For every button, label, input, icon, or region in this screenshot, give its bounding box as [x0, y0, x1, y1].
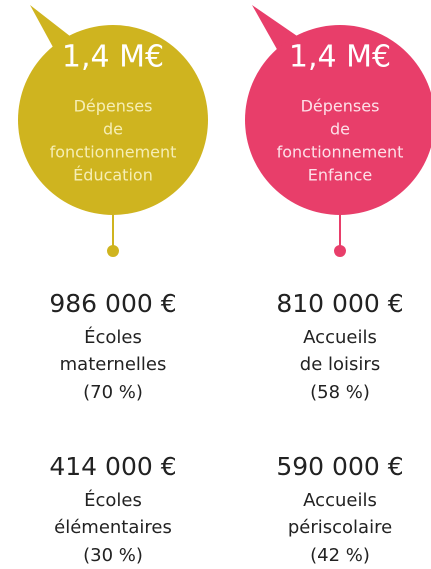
item-label: Écoles	[84, 489, 142, 511]
bubble-label: fonctionnement	[277, 143, 404, 162]
bubble-label: fonctionnement	[50, 143, 177, 162]
item-share: (30 %)	[83, 545, 143, 566]
bubble-amount: 1,4 M€	[62, 40, 164, 75]
bubble	[245, 25, 431, 215]
item-share: (58 %)	[310, 382, 370, 403]
item-label: périscolaire	[288, 517, 392, 538]
item-amount: 590 000 €	[276, 452, 403, 481]
bubble-label: Éducation	[73, 166, 153, 185]
item-amount: 986 000 €	[49, 289, 176, 318]
item-label: de loisirs	[300, 354, 380, 375]
bubble-shape-education	[18, 5, 208, 257]
bubble-label: de	[103, 120, 123, 139]
bubble-label: Enfance	[308, 166, 372, 185]
bubble-amount: 1,4 M€	[289, 40, 391, 75]
bubble-label: de	[330, 120, 350, 139]
bubble-label: Dépenses	[301, 97, 380, 116]
item-label: maternelles	[60, 354, 167, 375]
bubble-label: Dépenses	[74, 97, 153, 116]
item-share: (42 %)	[310, 545, 370, 566]
bubble	[18, 25, 208, 215]
connector-dot	[334, 245, 346, 257]
item-label: élémentaires	[54, 517, 172, 538]
bubble-shape-enfance	[245, 5, 431, 257]
item-label: Écoles	[84, 326, 142, 348]
item-label: Accueils	[303, 327, 377, 348]
item-amount: 810 000 €	[276, 289, 403, 318]
item-amount: 414 000 €	[49, 452, 176, 481]
item-label: Accueils	[303, 490, 377, 511]
connector-dot	[107, 245, 119, 257]
item-share: (70 %)	[83, 382, 143, 403]
